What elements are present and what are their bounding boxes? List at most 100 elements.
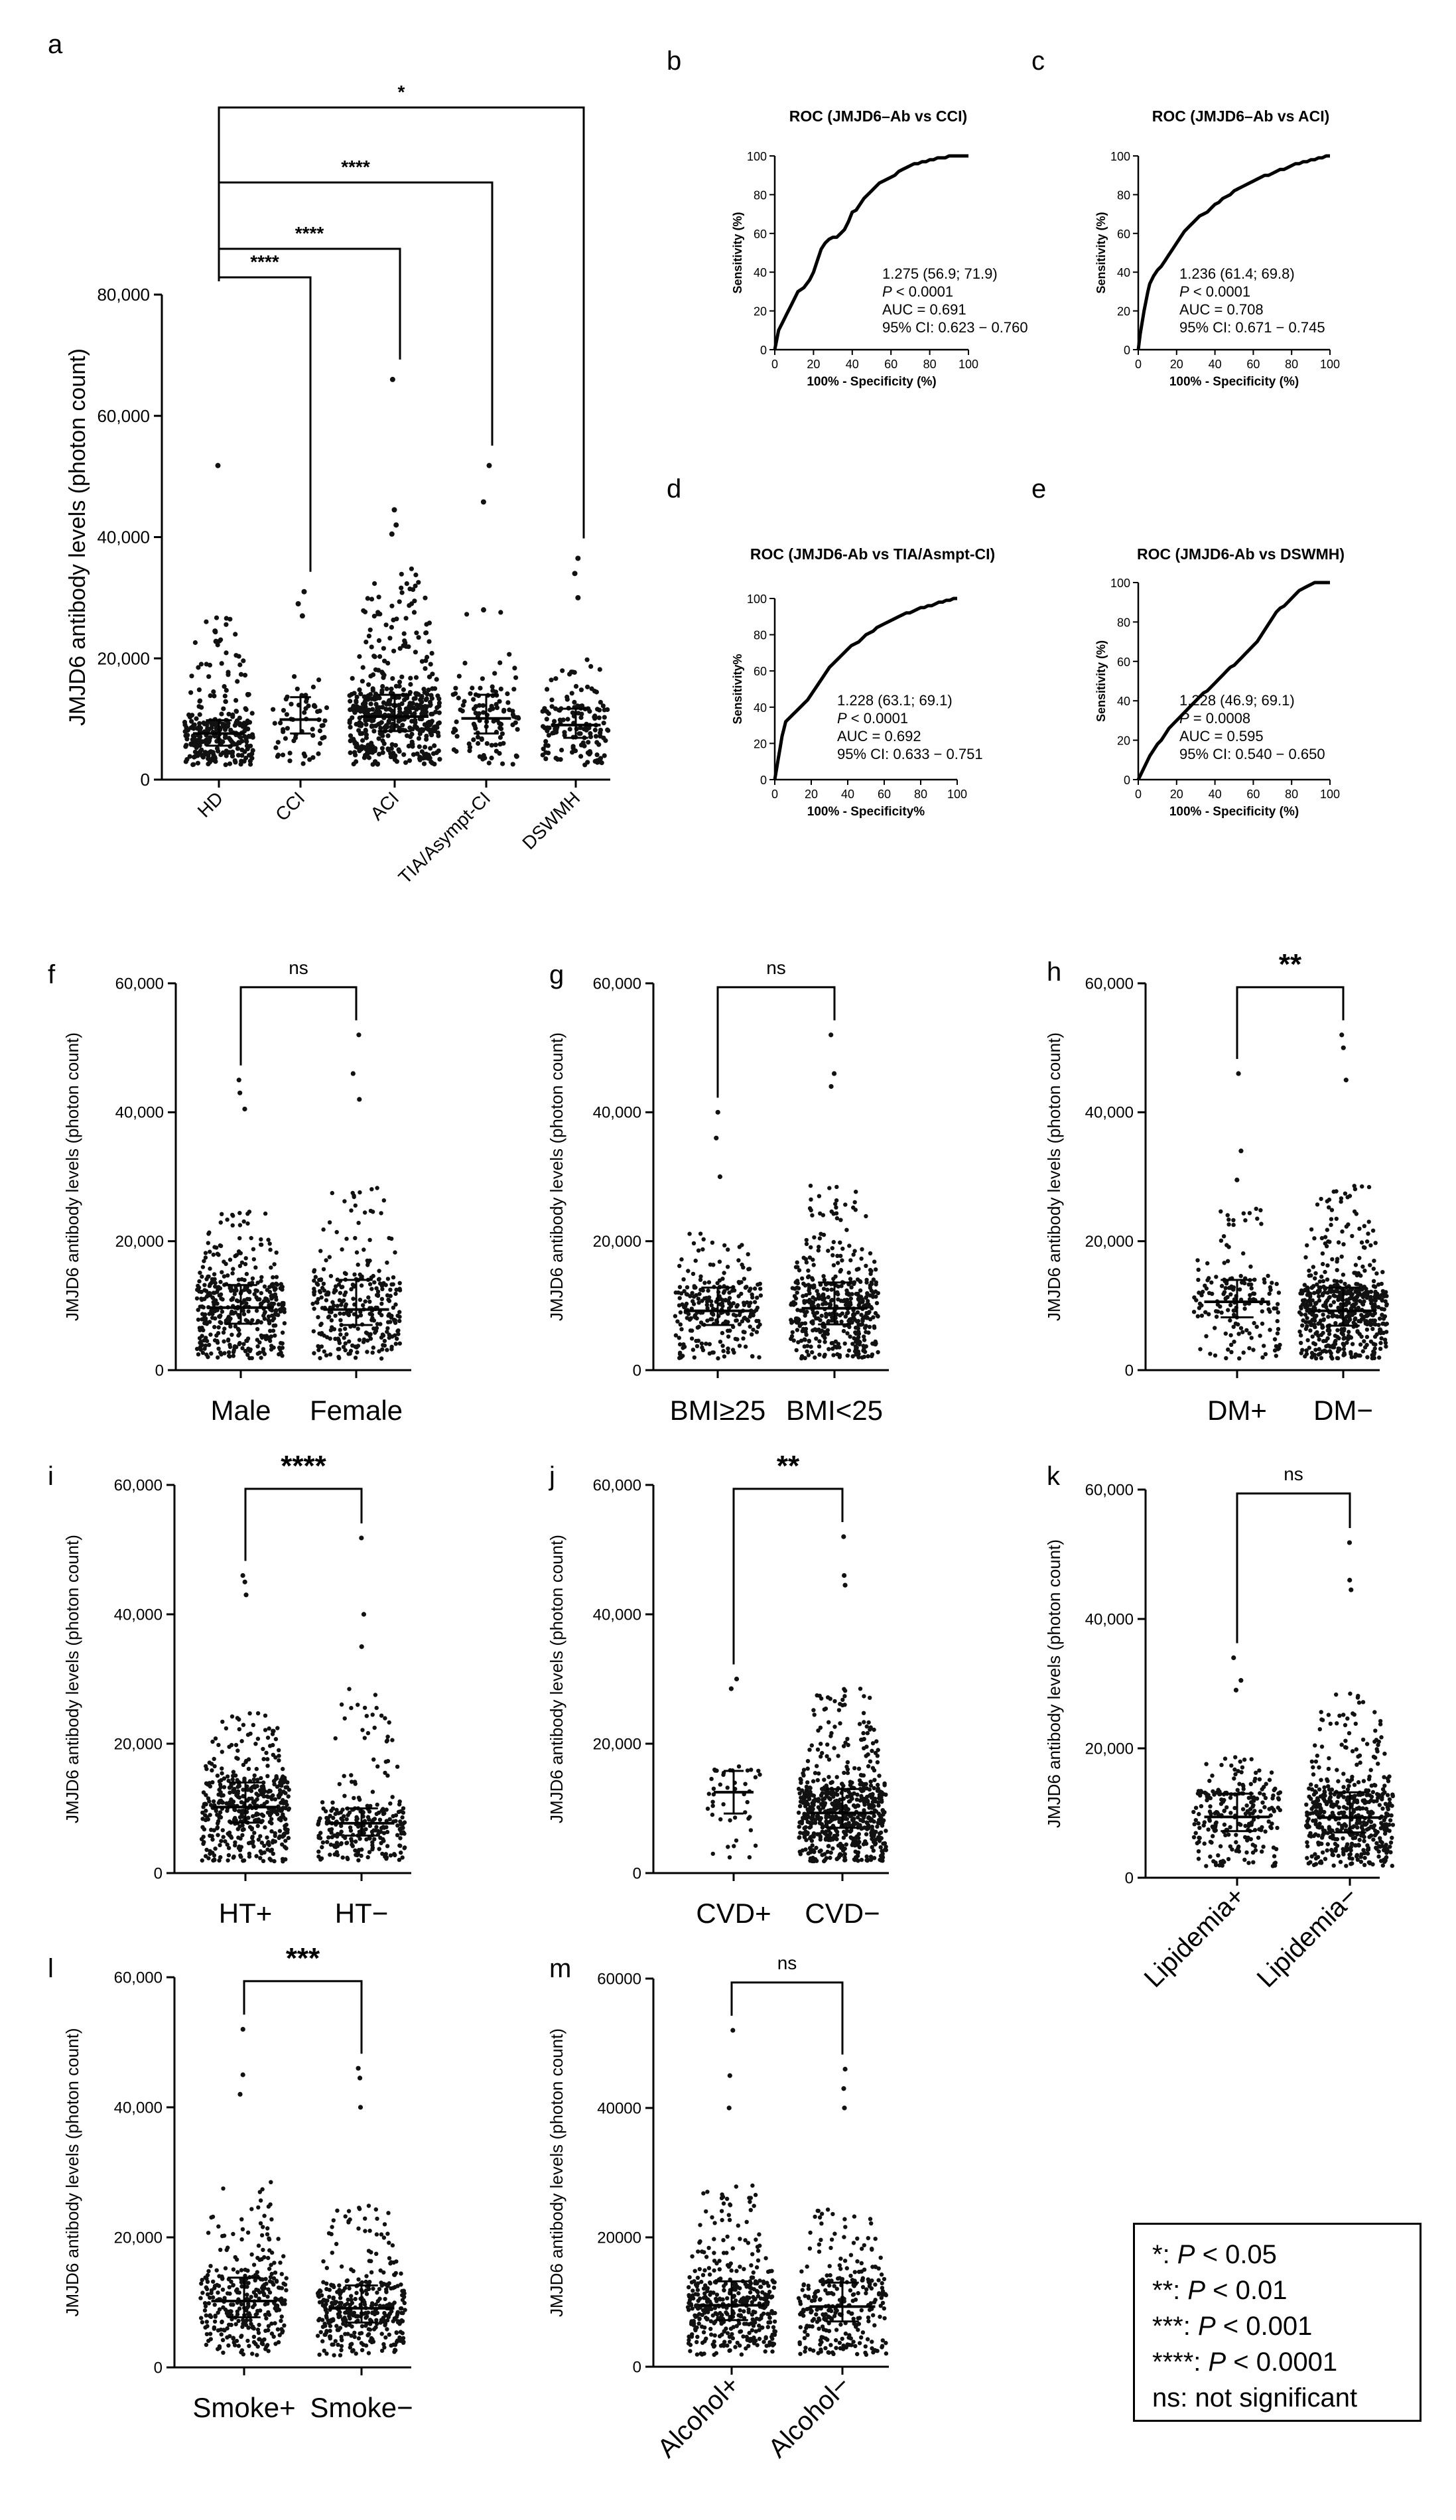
data-point bbox=[844, 1227, 849, 1232]
data-point bbox=[710, 1803, 715, 1808]
data-point bbox=[840, 1246, 845, 1251]
data-point bbox=[1343, 1191, 1348, 1196]
data-point bbox=[321, 1227, 326, 1232]
data-point bbox=[578, 742, 584, 748]
data-point bbox=[1226, 1222, 1231, 1227]
data-point bbox=[796, 1810, 801, 1815]
data-point bbox=[243, 1318, 248, 1322]
data-point bbox=[346, 1352, 351, 1356]
data-point bbox=[328, 1813, 332, 1818]
data-point bbox=[842, 1805, 848, 1810]
data-point bbox=[821, 1824, 825, 1829]
data-point bbox=[859, 1857, 864, 1862]
data-point bbox=[263, 1728, 268, 1732]
data-point bbox=[1231, 1218, 1236, 1223]
data-point bbox=[462, 699, 467, 704]
data-point bbox=[876, 1803, 881, 1808]
data-point bbox=[399, 585, 404, 591]
data-point bbox=[825, 1695, 830, 1700]
data-point bbox=[367, 1237, 372, 1243]
data-point bbox=[281, 1774, 285, 1779]
data-point bbox=[1298, 1340, 1303, 1346]
data-point bbox=[710, 1240, 715, 1245]
data-point bbox=[259, 1320, 263, 1325]
data-point bbox=[241, 1722, 246, 1727]
data-point bbox=[319, 1344, 324, 1349]
data-point bbox=[874, 1267, 878, 1272]
data-point bbox=[818, 1807, 823, 1812]
panel-label-a: a bbox=[48, 30, 63, 59]
data-point bbox=[462, 660, 468, 666]
data-point bbox=[747, 1855, 752, 1860]
data-point bbox=[812, 1850, 817, 1855]
data-point bbox=[677, 1285, 683, 1290]
data-point bbox=[799, 1354, 805, 1359]
data-point bbox=[243, 1348, 248, 1354]
data-point bbox=[868, 1780, 873, 1784]
data-point bbox=[578, 725, 583, 731]
data-point bbox=[326, 1291, 331, 1295]
data-point bbox=[1274, 1281, 1279, 1287]
data-point bbox=[498, 726, 504, 731]
data-point bbox=[385, 1260, 389, 1265]
data-point bbox=[236, 1312, 241, 1318]
data-point bbox=[1355, 1273, 1359, 1278]
data-point bbox=[805, 1766, 810, 1771]
data-point bbox=[734, 1838, 739, 1843]
data-point bbox=[755, 1295, 760, 1300]
data-point bbox=[826, 1248, 830, 1253]
data-point bbox=[880, 1808, 886, 1813]
data-point bbox=[679, 1327, 684, 1332]
data-point bbox=[344, 1236, 349, 1241]
data-point bbox=[230, 749, 235, 754]
data-point bbox=[1221, 1292, 1226, 1296]
data-point bbox=[1236, 1322, 1240, 1327]
data-point bbox=[1236, 1332, 1241, 1336]
data-point bbox=[739, 1291, 744, 1296]
data-point bbox=[481, 752, 486, 758]
y-tick-label-e: 100 bbox=[1110, 577, 1130, 590]
data-point bbox=[862, 1815, 866, 1820]
data-point bbox=[261, 1813, 266, 1818]
data-point bbox=[1333, 1294, 1337, 1298]
data-point bbox=[423, 706, 429, 711]
data-point bbox=[257, 1340, 262, 1345]
outlier-point bbox=[361, 1612, 367, 1617]
data-point bbox=[513, 753, 519, 758]
data-point bbox=[402, 638, 407, 644]
data-point bbox=[382, 1338, 387, 1344]
data-point bbox=[239, 1738, 244, 1744]
data-point bbox=[371, 1757, 376, 1762]
data-point bbox=[726, 1845, 730, 1849]
data-point bbox=[811, 1263, 816, 1267]
data-point bbox=[316, 1344, 320, 1349]
data-point bbox=[694, 1338, 698, 1344]
category-label-f: Female bbox=[310, 1395, 403, 1426]
data-point bbox=[870, 1352, 875, 1357]
data-point bbox=[1313, 1271, 1318, 1276]
data-point bbox=[1272, 1337, 1278, 1342]
data-point bbox=[1274, 1354, 1279, 1358]
data-point bbox=[228, 1800, 232, 1805]
data-point bbox=[340, 1818, 345, 1823]
data-point bbox=[242, 673, 248, 678]
data-point bbox=[804, 1784, 809, 1789]
data-point bbox=[198, 1348, 203, 1352]
data-point bbox=[795, 1265, 800, 1269]
data-point bbox=[278, 1780, 283, 1785]
data-point bbox=[371, 1326, 376, 1331]
data-point bbox=[394, 616, 399, 622]
y-tick-label-j: 20,000 bbox=[593, 1735, 641, 1753]
data-point bbox=[1329, 1289, 1333, 1295]
data-point bbox=[1346, 1335, 1351, 1340]
data-point bbox=[243, 1256, 248, 1261]
data-point bbox=[312, 1289, 317, 1294]
data-point bbox=[569, 691, 574, 696]
data-point bbox=[1249, 1336, 1254, 1340]
data-point bbox=[208, 1249, 212, 1254]
data-point bbox=[1199, 1313, 1205, 1318]
data-point bbox=[830, 1341, 835, 1346]
data-point bbox=[1252, 1320, 1256, 1326]
data-point bbox=[333, 1313, 338, 1318]
data-point bbox=[1366, 1184, 1372, 1190]
